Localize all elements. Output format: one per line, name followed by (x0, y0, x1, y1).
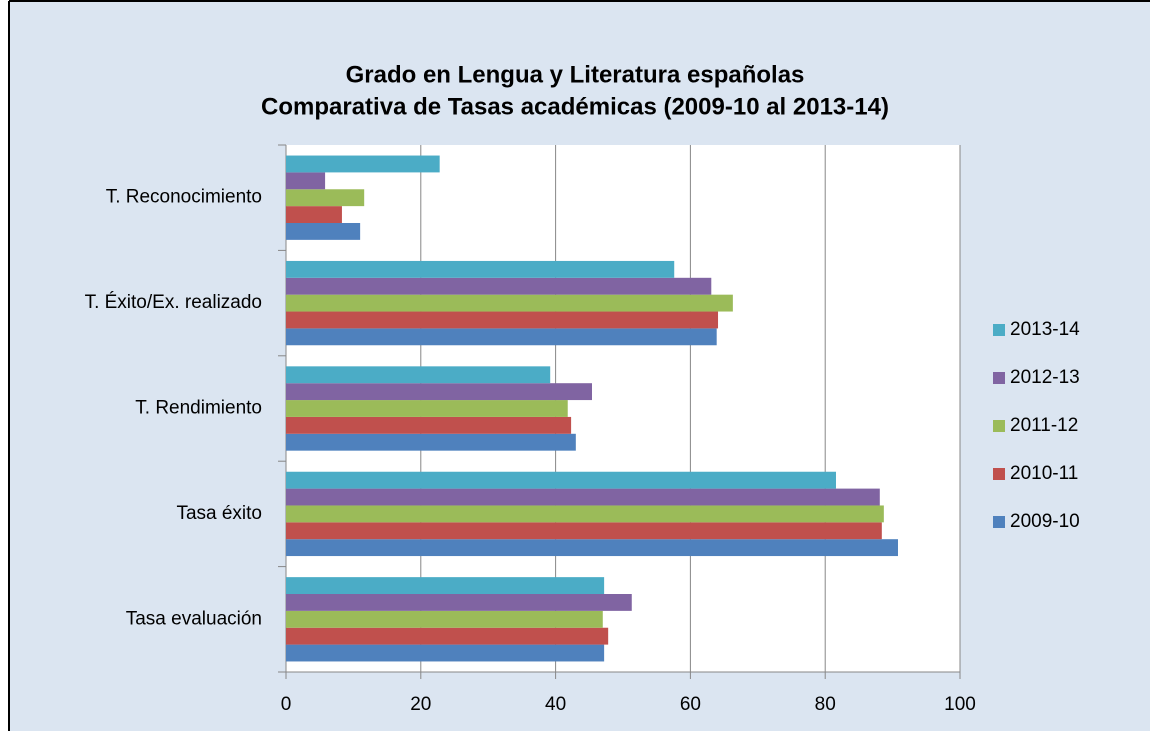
legend-swatch (993, 372, 1005, 384)
x-tick-label: 80 (815, 694, 836, 715)
bar (286, 328, 717, 346)
bar (286, 577, 605, 595)
bar (286, 610, 603, 628)
bar (286, 505, 884, 523)
bar (286, 416, 572, 434)
bar (286, 260, 675, 278)
bar (286, 644, 605, 662)
legend-label: 2011-12 (1010, 415, 1078, 436)
legend-label: 2012-13 (1010, 367, 1080, 388)
x-tick-label: 100 (944, 694, 976, 715)
bar (286, 522, 882, 540)
legend-swatch (993, 324, 1005, 336)
bar (286, 222, 361, 240)
y-tick-label: T. Reconocimiento (106, 187, 262, 208)
y-tick-label: T. Rendimiento (135, 398, 262, 419)
legend-swatch (993, 420, 1005, 432)
bar (286, 433, 576, 451)
bar (286, 294, 733, 312)
bar (286, 594, 632, 611)
y-tick-label: Tasa evaluación (126, 608, 262, 629)
bar (286, 189, 365, 207)
y-tick-label: Tasa éxito (176, 503, 262, 524)
bar (286, 277, 712, 295)
bar (286, 400, 568, 417)
legend-swatch (993, 468, 1005, 480)
x-tick-label: 40 (545, 694, 566, 715)
bar (286, 155, 440, 173)
legend-label: 2009-10 (1010, 511, 1080, 532)
chart-title: Comparativa de Tasas académicas (2009-10… (261, 93, 889, 120)
bar (286, 488, 880, 506)
bar (286, 206, 342, 223)
bar (286, 539, 898, 557)
bar (286, 383, 592, 401)
bar (286, 471, 836, 489)
x-tick-label: 0 (281, 694, 292, 715)
x-tick-label: 60 (680, 694, 701, 715)
bar (286, 366, 551, 384)
legend-label: 2010-11 (1010, 463, 1078, 484)
y-tick-label: T. Éxito/Ex. realizado (85, 292, 262, 313)
bar (286, 627, 609, 645)
legend-label: 2013-14 (1010, 319, 1080, 340)
chart-title: Grado en Lengua y Literatura españolas (346, 61, 805, 88)
legend-swatch (993, 516, 1005, 528)
x-tick-label: 20 (410, 694, 431, 715)
bar (286, 311, 719, 329)
bar (286, 172, 326, 190)
